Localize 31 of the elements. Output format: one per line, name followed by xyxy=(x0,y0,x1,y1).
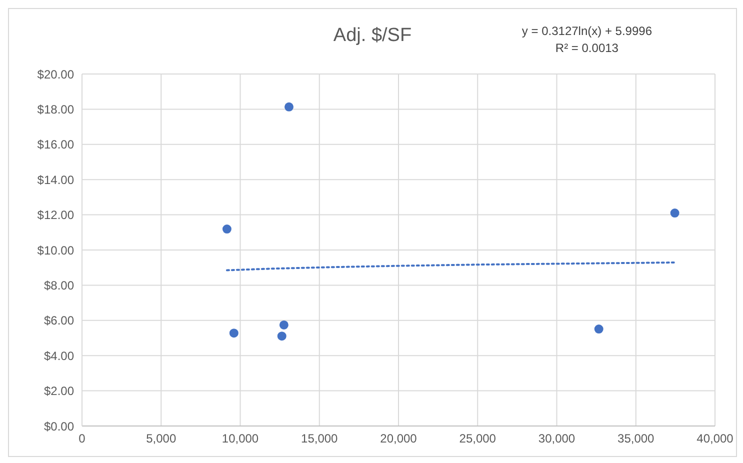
x-tick-label: 25,000 xyxy=(459,432,496,446)
point xyxy=(279,320,288,330)
x-tick-label: 10,000 xyxy=(222,432,259,446)
y-tick-label: $4.00 xyxy=(44,348,74,363)
y-tick-label: $2.00 xyxy=(44,384,74,398)
y-tick-label: $16.00 xyxy=(37,138,74,152)
point xyxy=(284,102,294,112)
text: y = 0.3127ln(x) + 5.9996 xyxy=(522,24,652,38)
point xyxy=(229,328,238,338)
point xyxy=(670,208,680,218)
x-tick-label: 30,000 xyxy=(538,432,576,446)
chart-title: Adj. $/SF xyxy=(333,25,412,46)
text: R² = 0.0013 xyxy=(555,41,618,55)
x-tick-label: 0 xyxy=(78,432,86,446)
y-tick-label: $14.00 xyxy=(37,172,74,187)
y-tick-label: $12.00 xyxy=(37,208,74,222)
y-tick-label: $8.00 xyxy=(44,278,74,292)
point xyxy=(277,332,286,341)
point xyxy=(222,224,232,234)
y-tick-label: $20.00 xyxy=(37,67,74,82)
x-tick-label: 5,000 xyxy=(146,432,176,446)
x-tick-label: 15,000 xyxy=(301,432,338,446)
y-tick-label: $10.00 xyxy=(37,243,74,258)
y-tick-label: $18.00 xyxy=(37,102,74,116)
x-tick-label: 35,000 xyxy=(618,432,655,446)
point xyxy=(594,324,604,334)
line-series xyxy=(226,261,676,272)
x-tick-label: 40,000 xyxy=(696,432,734,446)
y-tick-label: $6.00 xyxy=(44,314,74,328)
x-tick-label: 20,000 xyxy=(380,432,418,446)
y-tick-label: $0.00 xyxy=(44,419,74,434)
